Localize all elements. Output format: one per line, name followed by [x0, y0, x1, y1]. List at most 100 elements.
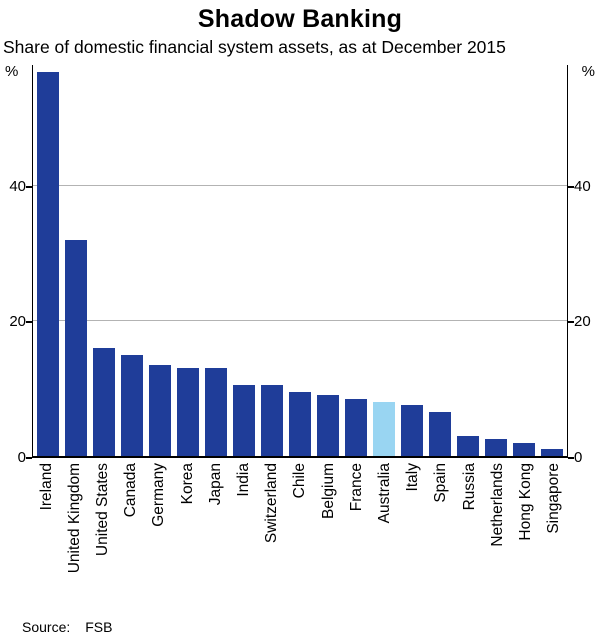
bar-slot [286, 65, 314, 456]
bar-slot [230, 65, 258, 456]
x-label-cell: Singapore [540, 458, 568, 610]
y-tick-mark-left [26, 457, 32, 459]
bar-france [345, 398, 367, 456]
x-label-cell: Korea [173, 458, 201, 610]
bar-belgium [317, 395, 339, 456]
bar-slot [34, 65, 62, 456]
x-label-netherlands: Netherlands [488, 463, 506, 547]
bar-slot [370, 65, 398, 456]
chart-title: Shadow Banking [197, 5, 403, 33]
x-label-australia: Australia [376, 463, 394, 524]
x-label-spain: Spain [432, 463, 450, 503]
y-axis-unit-right: % [581, 63, 595, 80]
source-label: Source: [22, 619, 71, 635]
bar-slot [314, 65, 342, 456]
x-label-cell: India [229, 458, 257, 610]
bar-slot [90, 65, 118, 456]
bar-singapore [541, 449, 563, 456]
x-label-cell: Hong Kong [511, 458, 539, 610]
y-tick-label-right: 40 [574, 177, 591, 195]
x-label-united-states: United States [93, 463, 111, 557]
bar-slot [482, 65, 510, 456]
x-axis-labels: Ireland United Kingdom United States Canada… [32, 458, 568, 610]
bar-ireland [37, 71, 59, 456]
x-label-united-kingdom: United Kingdom [65, 463, 83, 574]
x-label-korea: Korea [178, 463, 196, 505]
y-tick-label-left: 20 [9, 313, 26, 331]
y-axis-unit-left: % [5, 63, 19, 80]
plot-area [32, 65, 568, 458]
bar-italy [401, 405, 423, 456]
x-label-switzerland: Switzerland [263, 463, 281, 544]
bar-slot [258, 65, 286, 456]
bar-slot [146, 65, 174, 456]
y-tick-mark-right [568, 185, 574, 188]
bar-spain [429, 412, 451, 456]
x-label-cell: Ireland [32, 458, 60, 610]
bar-slot [62, 65, 90, 456]
x-label-france: France [347, 463, 365, 512]
bar-slot [118, 65, 146, 456]
bar-slot [398, 65, 426, 456]
x-label-hong-kong: Hong Kong [517, 463, 535, 541]
x-label-cell: Australia [370, 458, 398, 610]
x-label-cell: France [342, 458, 370, 610]
x-label-russia: Russia [460, 463, 478, 511]
x-label-germany: Germany [150, 463, 168, 527]
gridline-20 [33, 320, 567, 322]
x-label-italy: Italy [404, 463, 422, 492]
x-label-cell: Germany [145, 458, 173, 610]
x-label-chile: Chile [291, 463, 309, 499]
bar-united-states [93, 348, 115, 456]
bar-united-kingdom [65, 240, 87, 456]
x-label-cell: Netherlands [483, 458, 511, 610]
bar-india [233, 385, 255, 456]
bar-germany [149, 365, 171, 456]
source-note: Source: FSB [0, 610, 600, 635]
bar-japan [205, 368, 227, 456]
x-label-ireland: Ireland [37, 463, 55, 511]
x-label-cell: Russia [455, 458, 483, 610]
bar-hong-kong [513, 442, 535, 456]
bar-slot [510, 65, 538, 456]
bar-chile [289, 391, 311, 456]
bar-australia [373, 402, 395, 456]
x-label-singapore: Singapore [545, 463, 563, 534]
y-tick-label-left: 0 [17, 449, 26, 466]
bar-slot [174, 65, 202, 456]
x-label-belgium: Belgium [319, 463, 337, 519]
bar-korea [177, 368, 199, 456]
x-label-cell: United Kingdom [60, 458, 88, 610]
bar-switzerland [261, 385, 283, 456]
x-label-japan: Japan [206, 463, 224, 506]
bar-slot [342, 65, 370, 456]
bar-slot [454, 65, 482, 456]
source-value: FSB [85, 619, 113, 635]
bar-slot [426, 65, 454, 456]
y-tick-label-left: 40 [9, 177, 26, 195]
x-label-cell: Switzerland [258, 458, 286, 610]
bar-slot [538, 65, 566, 456]
bar-netherlands [485, 439, 507, 456]
y-tick-mark-left [26, 321, 32, 324]
x-label-cell: Chile [286, 458, 314, 610]
x-label-canada: Canada [122, 463, 140, 518]
x-label-cell: Spain [427, 458, 455, 610]
y-tick-label-right: 0 [574, 449, 583, 466]
chart-area: % % 0 20 40 0 20 40 [0, 63, 600, 466]
x-label-cell: Belgium [314, 458, 342, 610]
x-label-india: India [235, 463, 252, 497]
bars-group [33, 65, 567, 456]
y-tick-mark-right [568, 321, 574, 324]
gridline-40 [33, 185, 567, 187]
bar-russia [457, 435, 479, 456]
x-label-cell: Canada [117, 458, 145, 610]
y-tick-mark-right [568, 457, 574, 459]
x-label-cell: United States [88, 458, 116, 610]
x-label-cell: Japan [201, 458, 229, 610]
bar-slot [202, 65, 230, 456]
chart-subtitle: Share of domestic financial system asset… [3, 37, 506, 57]
y-tick-mark-left [26, 185, 32, 188]
y-tick-label-right: 20 [574, 313, 591, 331]
